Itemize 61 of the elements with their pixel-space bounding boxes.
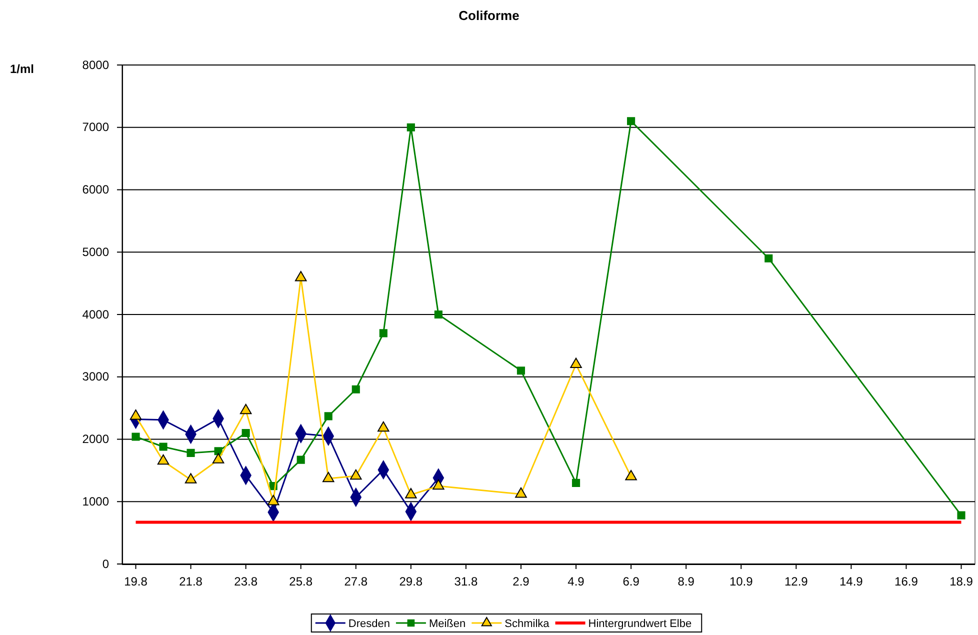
x-tick-label: 18.9 bbox=[950, 574, 974, 589]
point bbox=[322, 472, 334, 482]
y-axis-title: 1/ml bbox=[10, 62, 34, 76]
x-tick-label: 8.9 bbox=[678, 574, 695, 589]
y-tick-label: 5000 bbox=[82, 244, 110, 259]
point bbox=[159, 442, 168, 451]
y-tick-label: 6000 bbox=[82, 182, 110, 197]
point bbox=[572, 478, 580, 487]
point bbox=[212, 453, 224, 464]
point bbox=[132, 432, 140, 441]
point bbox=[242, 428, 250, 438]
point bbox=[240, 404, 252, 414]
x-tick-label: 10.9 bbox=[729, 574, 754, 589]
point bbox=[570, 358, 582, 368]
y-tick-label: 4000 bbox=[82, 307, 110, 322]
point bbox=[157, 454, 170, 465]
point bbox=[406, 123, 415, 132]
y-tick-label: 3000 bbox=[82, 370, 110, 384]
x-tick-label: 4.9 bbox=[568, 574, 585, 589]
point bbox=[515, 487, 527, 498]
chart-title: Coliforme bbox=[458, 8, 520, 23]
x-tick-label: 29.8 bbox=[399, 574, 423, 589]
x-tick-label: 2.9 bbox=[512, 574, 530, 589]
point bbox=[764, 254, 773, 262]
point bbox=[627, 117, 636, 126]
point bbox=[434, 310, 442, 319]
x-tick-label: 25.8 bbox=[289, 574, 313, 589]
y-tick-label: 2000 bbox=[82, 432, 110, 446]
legend-label: Meißen bbox=[428, 618, 466, 630]
point bbox=[294, 270, 307, 282]
point bbox=[296, 456, 305, 464]
legend-label: Dresden bbox=[348, 618, 390, 630]
point bbox=[186, 448, 195, 458]
legend-label: Schmilka bbox=[504, 618, 550, 630]
x-tick-label: 14.9 bbox=[840, 574, 864, 589]
x-tick-label: 19.8 bbox=[124, 574, 148, 589]
point bbox=[432, 479, 444, 490]
point bbox=[378, 421, 390, 432]
y-tick-label: 0 bbox=[102, 556, 110, 571]
y-tick-label: 1000 bbox=[82, 494, 110, 508]
legend-label: Hintergrundwert Elbe bbox=[588, 618, 692, 630]
point bbox=[324, 412, 332, 420]
y-tick-label: 7000 bbox=[82, 120, 110, 134]
point bbox=[405, 488, 417, 498]
point bbox=[130, 409, 142, 420]
point bbox=[184, 473, 197, 484]
x-tick-label: 12.9 bbox=[784, 574, 808, 589]
point bbox=[957, 511, 966, 520]
point bbox=[379, 329, 388, 338]
point bbox=[352, 385, 360, 394]
point bbox=[625, 470, 637, 480]
y-tick-label: 8000 bbox=[82, 58, 110, 72]
point bbox=[350, 469, 362, 480]
x-tick-label: 6.9 bbox=[622, 574, 640, 589]
point bbox=[516, 366, 526, 375]
x-tick-label: 23.8 bbox=[234, 574, 258, 589]
x-tick-label: 31.8 bbox=[454, 574, 478, 589]
x-tick-label: 16.9 bbox=[894, 574, 918, 589]
x-tick-label: 21.8 bbox=[179, 574, 203, 589]
x-tick-label: 27.8 bbox=[344, 574, 368, 589]
point bbox=[267, 494, 280, 506]
